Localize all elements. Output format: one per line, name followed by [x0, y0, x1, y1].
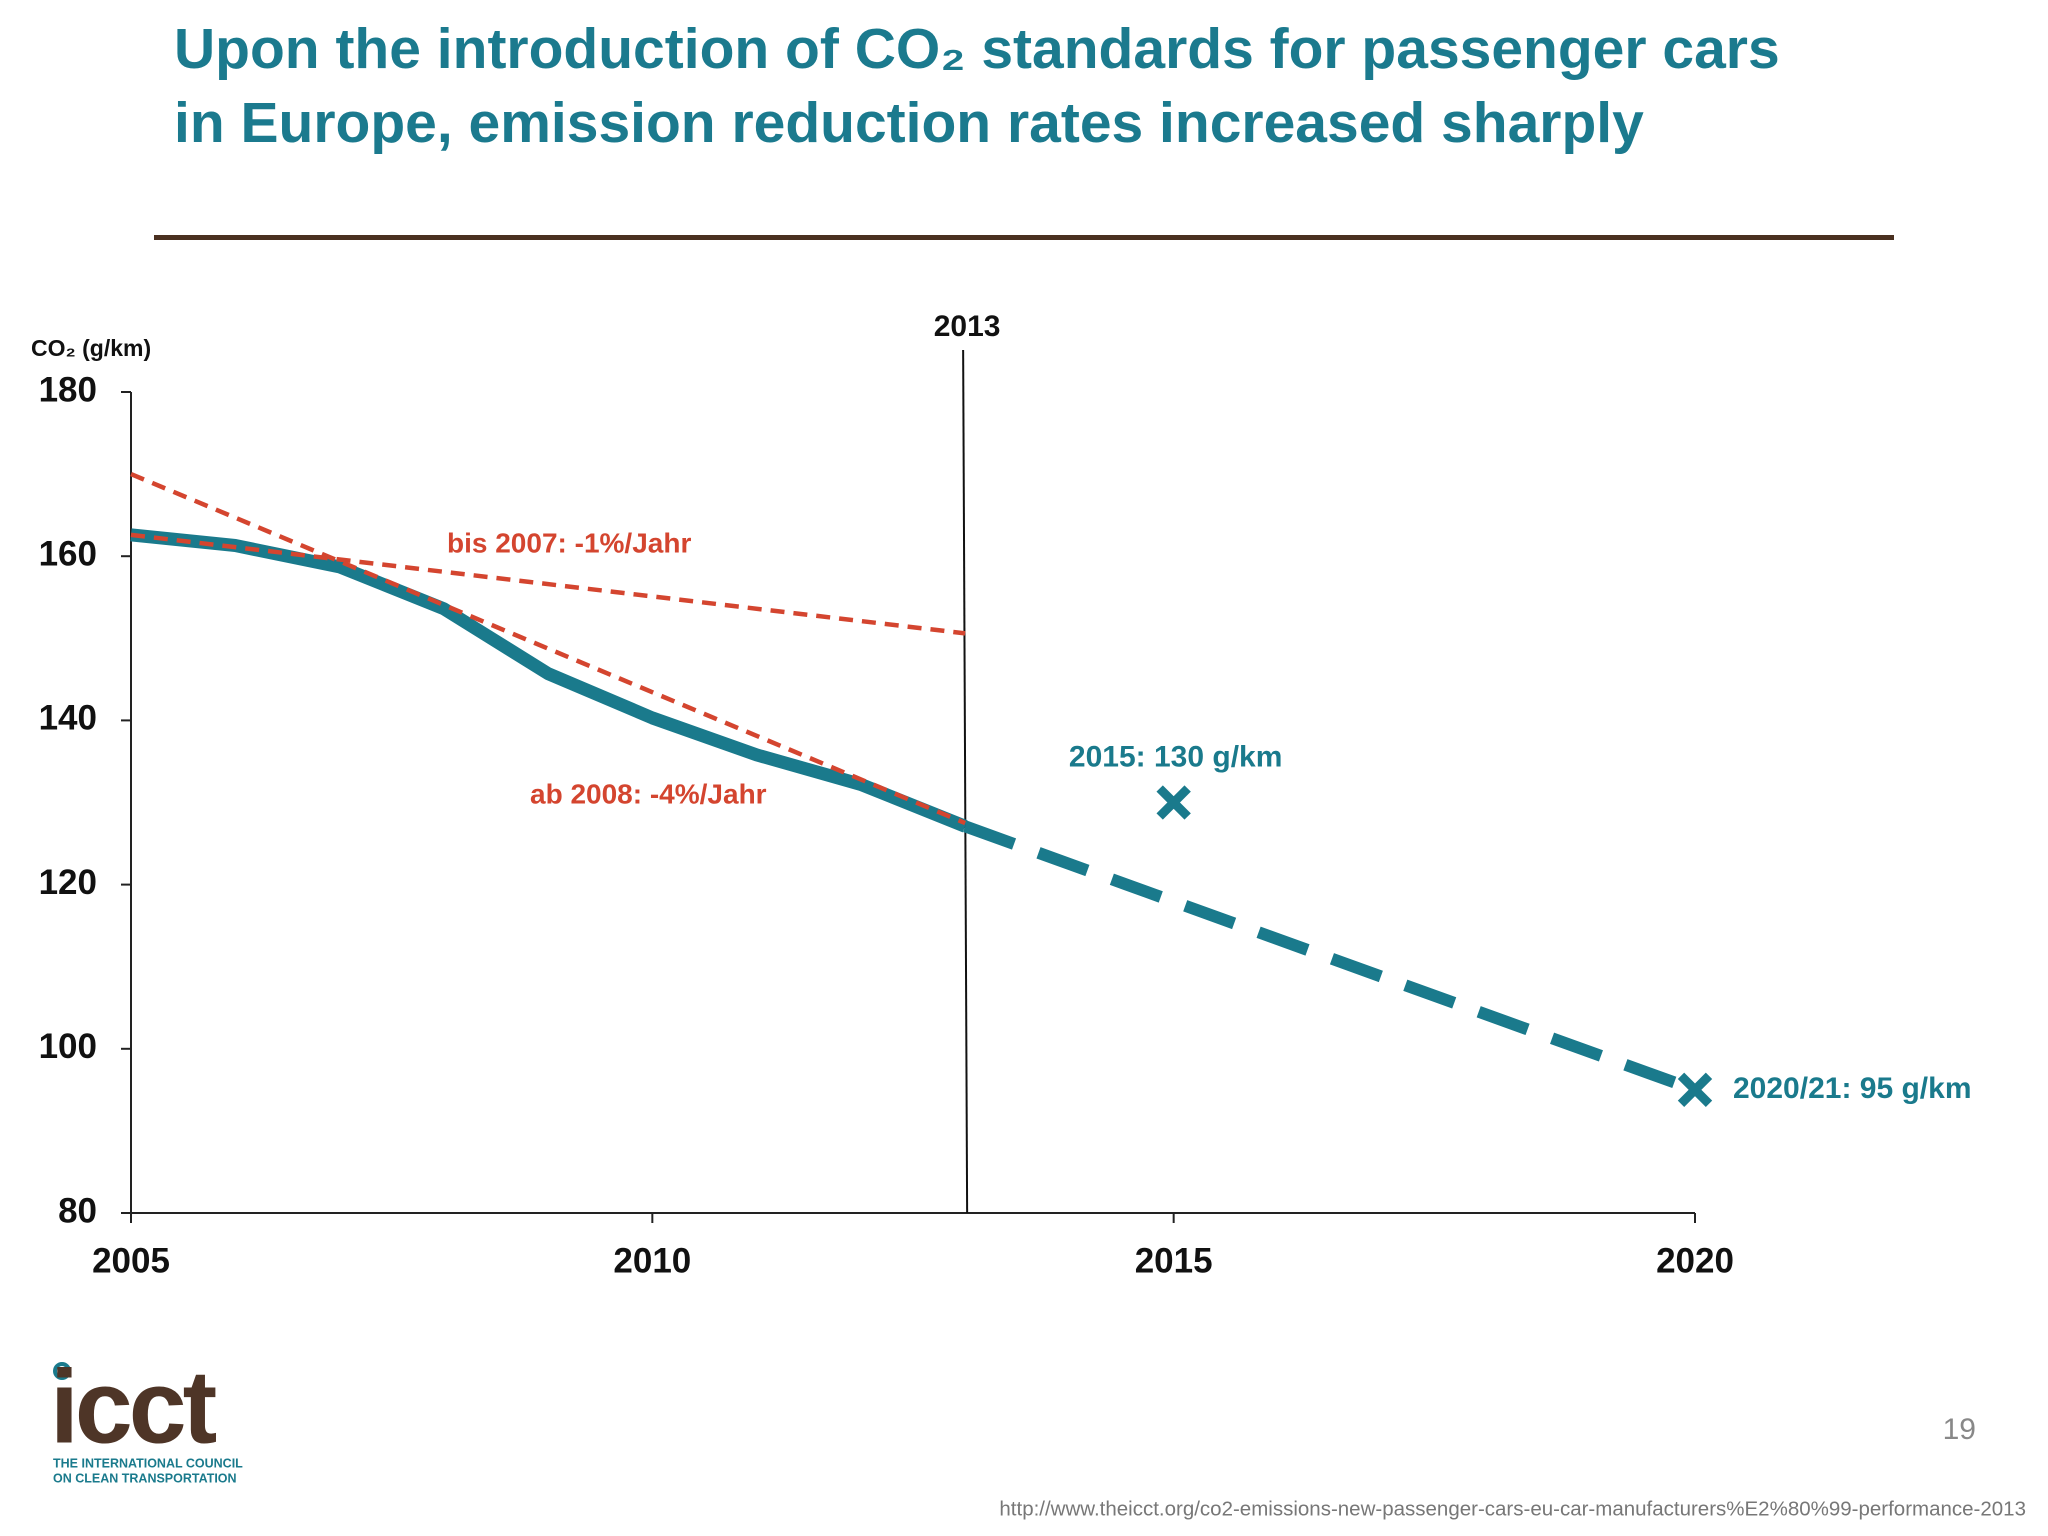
x-tick-label: 2010	[613, 1241, 691, 1280]
y-tick-label: 140	[39, 699, 97, 738]
y-axis-label: CO₂ (g/km)	[31, 335, 151, 361]
target-marker	[1677, 1072, 1713, 1108]
x-tick-label: 2015	[1135, 1241, 1213, 1280]
logo-subtitle: THE INTERNATIONAL COUNCIL	[53, 1456, 243, 1470]
page-number: 19	[1943, 1413, 1976, 1446]
target-marker	[1156, 785, 1191, 820]
annotation: bis 2007: -1%/Jahr	[447, 527, 691, 558]
line	[963, 820, 1698, 1096]
y-tick-label: 120	[39, 863, 97, 902]
logo-dot	[53, 1362, 71, 1380]
logo: icct	[50, 1349, 217, 1465]
line	[130, 472, 967, 826]
logo-subtitle: ON CLEAN TRANSPORTATION	[53, 1471, 237, 1485]
reference-line	[962, 349, 969, 1214]
y-tick-label: 80	[58, 1191, 97, 1230]
y-tick-label: 100	[39, 1027, 97, 1066]
slide-title: Upon the introduction of CO₂ standards f…	[174, 17, 1780, 155]
annotation: ab 2008: -4%/Jahr	[530, 778, 767, 809]
title-rule	[154, 235, 1894, 240]
y-tick-label: 180	[39, 370, 97, 409]
line	[130, 532, 966, 636]
x-tick-label: 2020	[1656, 1241, 1734, 1280]
target-label: 2020/21: 95 g/km	[1733, 1072, 1972, 1105]
y-tick-label: 160	[39, 534, 97, 573]
source-url: http://www.theicct.org/co2-emissions-new…	[999, 1497, 2026, 1520]
target-label: 2015: 130 g/km	[1069, 740, 1282, 773]
x-tick-label: 2005	[92, 1241, 170, 1280]
reference-label: 2013	[934, 310, 1001, 343]
